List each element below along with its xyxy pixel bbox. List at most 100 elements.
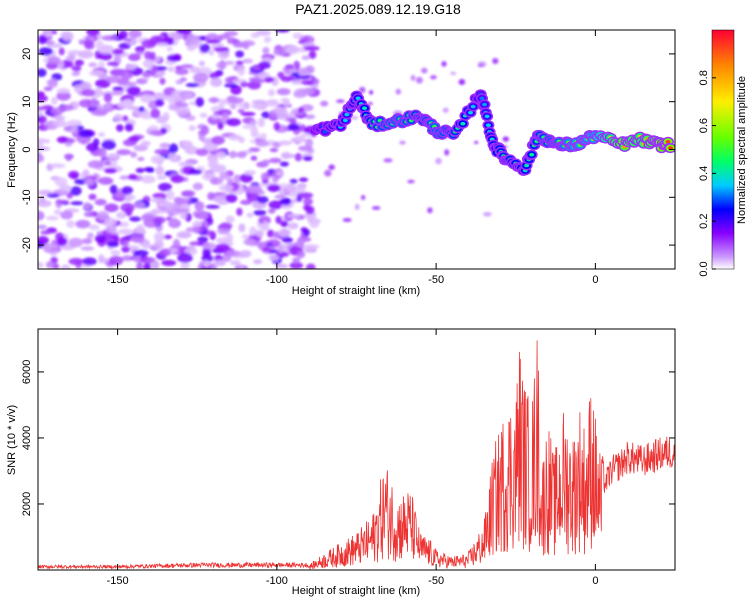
- heatmap-cell: [88, 62, 98, 68]
- heatmap-cell: [47, 43, 63, 48]
- heatmap-cell: [127, 174, 138, 180]
- heatmap-cell: [350, 116, 359, 120]
- heatmap-cell: [219, 171, 229, 180]
- heatmap-cell: [297, 106, 305, 114]
- heatmap-cell: [168, 143, 179, 154]
- heatmap-cell: [133, 144, 148, 152]
- heatmap-cell: [362, 106, 367, 110]
- heatmap-cell: [273, 49, 287, 56]
- heatmap-cell: [303, 45, 320, 51]
- heatmap-cell: [176, 231, 192, 239]
- heatmap-cell: [142, 71, 151, 78]
- heatmap-cell: [262, 47, 270, 55]
- heatmap-cell: [167, 66, 175, 73]
- heatmap-cell: [468, 110, 473, 115]
- heatmap-cell: [155, 99, 165, 107]
- heatmap-cell: [229, 150, 238, 159]
- heatmap-cell: [199, 43, 211, 53]
- colorbar-ticks: 0.0 0.2 0.4 0.6 0.8: [698, 70, 716, 277]
- heatmap-cell: [143, 262, 152, 269]
- heatmap-cell: [95, 40, 104, 51]
- heatmap-cell: [207, 217, 214, 226]
- heatmap-cell: [303, 198, 313, 206]
- heatmap-cell: [369, 90, 374, 95]
- x-tick-label: -150: [107, 274, 129, 286]
- heatmap-cell: [101, 140, 116, 150]
- heatmap-cell: [294, 135, 306, 143]
- heatmap-cell: [162, 36, 174, 43]
- heatmap-cell: [104, 203, 119, 213]
- heatmap-cell: [46, 216, 59, 221]
- heatmap-cell: [208, 157, 219, 167]
- heatmap-cell: [40, 230, 51, 235]
- heatmap-cell: [240, 81, 249, 88]
- heatmap-cell: [38, 152, 43, 162]
- heatmap-cell: [43, 244, 57, 248]
- heatmap-cell: [98, 254, 105, 264]
- heatmap-cell: [120, 71, 133, 80]
- heatmap-cell: [135, 51, 144, 56]
- heatmap-cell: [86, 142, 99, 152]
- heatmap-cell: [121, 246, 131, 253]
- heatmap-cell: [142, 59, 155, 68]
- heatmap-cell: [158, 182, 172, 192]
- heatmap-cell: [237, 265, 245, 269]
- heatmap-cell: [230, 104, 237, 110]
- heatmap-cell: [255, 229, 265, 238]
- heatmap-cell: [130, 151, 137, 158]
- heatmap-cell: [88, 224, 100, 231]
- heatmap-cell: [82, 169, 90, 177]
- heatmap-cell: [140, 93, 153, 103]
- heatmap-cell: [141, 241, 152, 250]
- heatmap-cell: [181, 92, 194, 99]
- heatmap-cell: [154, 148, 170, 155]
- heatmap-cell: [152, 92, 166, 102]
- heatmap-cell: [38, 142, 44, 147]
- heatmap-cell: [484, 114, 490, 119]
- heatmap-cell: [358, 86, 366, 94]
- heatmap-cell: [273, 106, 284, 115]
- heatmap-cell: [244, 170, 256, 176]
- heatmap-cell: [136, 78, 148, 85]
- heatmap-cell: [225, 233, 234, 242]
- heatmap-cell: [296, 239, 305, 249]
- heatmap-cell: [295, 75, 311, 80]
- heatmap-cell: [104, 217, 117, 227]
- heatmap-cell: [302, 155, 313, 161]
- heatmap-cell: [78, 129, 94, 138]
- heatmap-cell: [421, 67, 428, 74]
- heatmap-cell: [208, 97, 220, 103]
- heatmap-cell: [45, 40, 55, 45]
- heatmap-cell: [139, 256, 156, 264]
- heatmap-cell: [267, 184, 281, 192]
- heatmap-cell: [180, 261, 190, 269]
- heatmap-cell: [127, 106, 140, 111]
- heatmap-cell: [170, 217, 178, 225]
- heatmap-cell: [155, 42, 169, 47]
- heatmap-cell: [299, 88, 315, 95]
- heatmap-cell: [281, 237, 294, 244]
- heatmap-cell: [292, 257, 301, 264]
- heatmap-cell: [38, 210, 45, 221]
- heatmap-cell: [297, 67, 309, 76]
- heatmap-cell: [226, 250, 241, 257]
- heatmap-cell: [289, 178, 298, 184]
- heatmap-cell: [492, 58, 499, 64]
- heatmap-cell: [106, 75, 122, 84]
- heatmap-cell: [123, 37, 132, 42]
- heatmap-cell: [70, 124, 78, 133]
- heatmap-cell: [328, 164, 335, 170]
- heatmap-cell: [442, 107, 449, 113]
- x-tick-label: -150: [107, 575, 129, 587]
- heatmap-cell: [164, 95, 173, 101]
- heatmap-cell: [152, 208, 163, 214]
- heatmap-cell: [237, 67, 245, 76]
- heatmap-cell: [230, 260, 241, 266]
- heatmap-cell: [181, 140, 194, 148]
- heatmap-cell: [259, 133, 267, 141]
- heatmap-cell: [87, 160, 104, 169]
- heatmap-cell: [103, 93, 112, 103]
- y-tick-label: 2000: [21, 492, 33, 516]
- heatmap-cell: [38, 111, 44, 117]
